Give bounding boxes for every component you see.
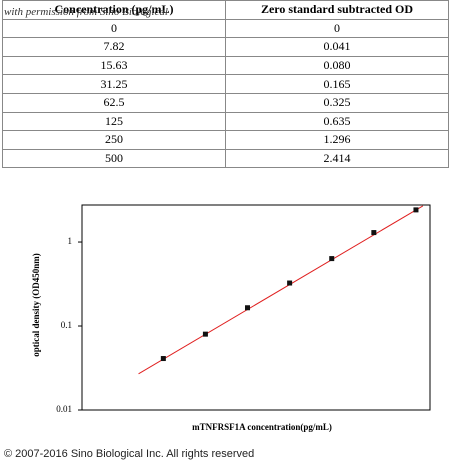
fit-line [138,205,424,375]
y-tick-label: 0.1 [61,320,72,330]
watermark: with permission from Sino Biological [4,6,168,18]
data-point [245,305,251,311]
data-point [287,280,293,286]
footer: © 2007-2016 Sino Biological Inc. All rig… [4,448,255,460]
table-row: 125 0.635 [2,111,449,132]
data-point [202,331,208,337]
y-tick-label: 1 [68,236,73,246]
data-point [371,230,377,236]
y-tick-label: 0.01 [56,404,72,414]
plot-frame [81,204,431,411]
y-axis-label: optical density (OD450nm) [31,253,41,357]
table-row: 500 2.414 [2,148,449,169]
data-table: Concentration (pg/mL) Zero standard subtr… [2,0,449,169]
table-cell: 2.414 [225,148,449,169]
data-point [160,356,166,362]
chart: mTNFRSF1A concentration(pg/mL) optical d… [31,204,431,432]
x-axis-label: mTNFRSF1A concentration(pg/mL) [192,422,332,432]
table-cell: 31.25 [2,74,226,94]
data-point [329,256,335,262]
table-row: 31.25 0.165 [2,74,449,94]
data-point [413,207,419,213]
